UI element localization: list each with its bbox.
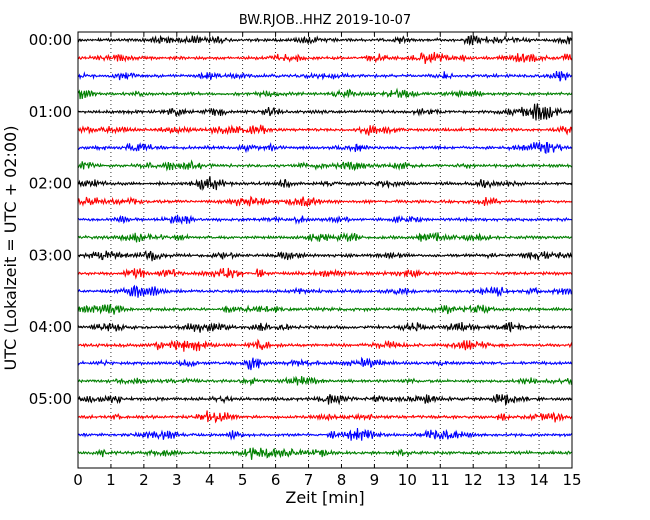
y-tick-label: 01:00 xyxy=(29,103,72,121)
x-tick-label: 6 xyxy=(271,471,281,489)
plot-frame xyxy=(77,31,573,469)
x-tick-label: 15 xyxy=(562,471,581,489)
trace-line xyxy=(77,428,573,441)
trace-line xyxy=(77,303,573,315)
x-tick-label: 9 xyxy=(370,471,380,489)
x-tick-label: 12 xyxy=(464,471,483,489)
trace-line xyxy=(77,176,573,191)
y-tick-label: 05:00 xyxy=(29,390,72,408)
trace-line xyxy=(77,51,573,65)
trace-line xyxy=(77,103,573,121)
trace-line xyxy=(77,87,573,100)
trace-line xyxy=(77,140,573,155)
tick-layer: 0 1 2 3 4 5 6 7 8 9 10 11 12 13 14 1500:0001:0002:0003:… xyxy=(29,31,582,489)
x-tick-label: 8 xyxy=(337,471,347,489)
trace-line xyxy=(77,284,573,298)
trace-line xyxy=(77,124,573,136)
grid-layer xyxy=(110,32,540,468)
y-tick-label: 03:00 xyxy=(29,246,72,264)
trace-line xyxy=(77,159,573,172)
x-tick-label: 3 xyxy=(172,471,182,489)
trace-line xyxy=(77,249,573,262)
x-tick-label: 14 xyxy=(530,471,549,489)
trace-line xyxy=(77,356,573,371)
x-tick-label: 5 xyxy=(238,471,248,489)
trace-line xyxy=(77,321,573,333)
trace-line xyxy=(77,70,573,82)
x-tick-label: 10 xyxy=(398,471,417,489)
trace-line xyxy=(77,447,573,460)
chart-title: BW.RJOB..HHZ 2019-10-07 xyxy=(239,13,411,28)
trace-line xyxy=(77,338,573,352)
y-axis-label: UTC (Lokalzeit = UTC + 02:00) xyxy=(1,126,20,371)
trace-line xyxy=(77,394,573,407)
x-tick-label: 7 xyxy=(304,471,314,489)
x-tick-label: 11 xyxy=(431,471,450,489)
y-tick-label: 00:00 xyxy=(29,31,72,49)
trace-line xyxy=(77,195,573,208)
trace-line xyxy=(77,34,573,46)
y-tick-label: 02:00 xyxy=(29,175,72,193)
x-axis-label: Zeit [min] xyxy=(285,488,364,507)
trace-line xyxy=(77,214,573,225)
trace-line xyxy=(77,267,573,280)
x-tick-label: 13 xyxy=(497,471,516,489)
x-tick-label: 4 xyxy=(205,471,215,489)
x-tick-label: 2 xyxy=(139,471,149,489)
x-tick-label: 0 xyxy=(73,471,83,489)
y-tick-label: 04:00 xyxy=(29,318,72,336)
trace-line xyxy=(77,375,573,387)
trace-line xyxy=(77,410,573,424)
x-tick-label: 1 xyxy=(106,471,116,489)
trace-line xyxy=(77,231,573,243)
trace-layer xyxy=(77,34,573,460)
